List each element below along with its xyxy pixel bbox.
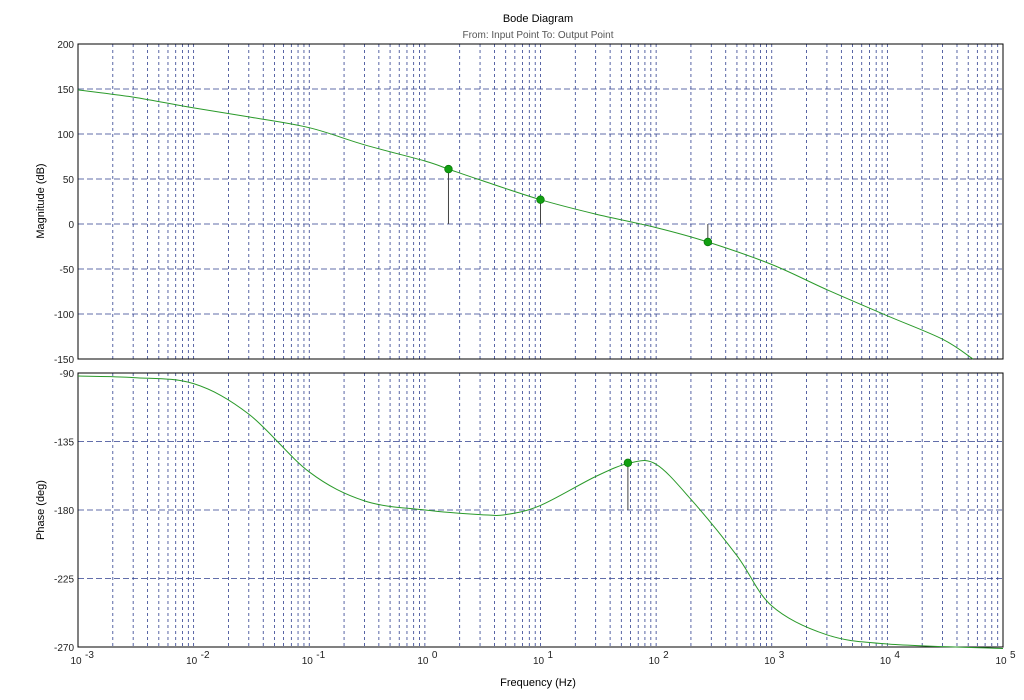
- magnitude-y-tick-label: 0: [68, 220, 74, 231]
- phase-y-tick-label: -90: [60, 369, 75, 380]
- chart-subtitle: From: Input Point To: Output Point: [462, 30, 613, 41]
- phase-y-tick-label: -225: [54, 575, 74, 586]
- magnitude-y-tick-label: -50: [60, 265, 75, 276]
- phase-axis-label: Phase (deg): [35, 480, 47, 540]
- chart-title: Bode Diagram: [503, 13, 573, 25]
- phase-marker-point[interactable]: [623, 458, 633, 468]
- frequency-axis-label: Frequency (Hz): [500, 677, 576, 689]
- phase-y-tick-label: -135: [54, 438, 74, 449]
- magnitude-y-tick-label: 100: [57, 130, 74, 141]
- x-tick-exponent: -1: [316, 650, 325, 661]
- magnitude-panel: 200 150 100 50 0 -50 -100 -150: [54, 40, 1004, 366]
- x-tick-label: 10: [649, 656, 661, 667]
- magnitude-y-tick-label: 50: [63, 175, 75, 186]
- x-tick-exponent: 1: [548, 650, 554, 661]
- x-tick-exponent: 3: [779, 650, 785, 661]
- x-tick-exponent: 4: [894, 650, 900, 661]
- x-tick-exponent: -2: [201, 650, 210, 661]
- phase-panel: -90-135-180-225-27010-310-210-1100101102…: [54, 369, 1016, 667]
- x-tick-exponent: 2: [663, 650, 669, 661]
- magnitude-marker-point[interactable]: [703, 237, 713, 247]
- phase-y-tick-label: -180: [54, 506, 74, 517]
- magnitude-y-tick-label: -150: [54, 355, 74, 366]
- magnitude-response-curve: [77, 89, 974, 360]
- magnitude-marker-point[interactable]: [536, 195, 545, 204]
- magnitude-y-tick-label: 150: [57, 85, 74, 96]
- x-tick-exponent: 0: [432, 650, 438, 661]
- phase-response-curve: [77, 375, 1004, 650]
- x-tick-exponent: -3: [85, 650, 94, 661]
- magnitude-axis-label: Magnitude (dB): [35, 163, 47, 238]
- x-tick-label: 10: [764, 656, 776, 667]
- phase-plot-frame: [77, 372, 1004, 648]
- magnitude-marker-point[interactable]: [444, 164, 453, 174]
- magnitude-y-tick-label: -100: [54, 310, 74, 321]
- x-tick-label: 10: [533, 656, 545, 667]
- magnitude-y-tick-label: 200: [57, 40, 74, 51]
- x-tick-label: 10: [417, 656, 429, 667]
- x-tick-label: 10: [880, 656, 892, 667]
- x-tick-label: 10: [186, 656, 198, 667]
- x-tick-label: 10: [302, 656, 314, 667]
- x-tick-exponent: 5: [1010, 650, 1016, 661]
- magnitude-plot-frame: [77, 43, 1004, 360]
- phase-y-tick-label: -270: [54, 643, 74, 654]
- x-tick-label: 10: [995, 656, 1007, 667]
- x-tick-label: 10: [70, 656, 82, 667]
